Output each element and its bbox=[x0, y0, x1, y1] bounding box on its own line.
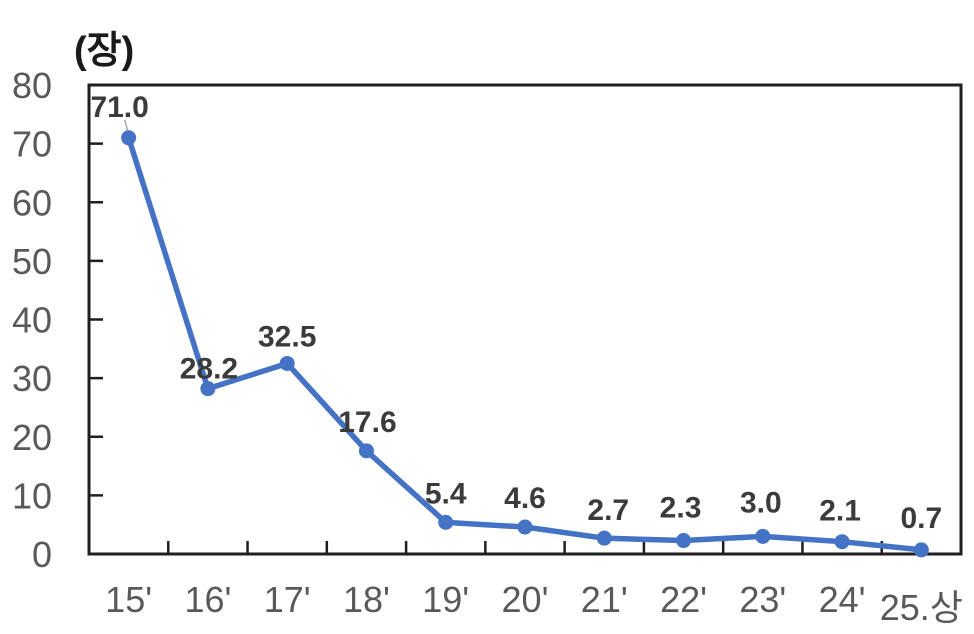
data-point-label: 2.1 bbox=[819, 495, 861, 528]
axes: 0 10 20 30 40 50 60 70 80 15' 16' 17' 18' 19' 20' 21' 22… bbox=[12, 65, 963, 628]
data-point-label: 0.7 bbox=[901, 502, 943, 535]
data-point-label: 32.5 bbox=[258, 320, 316, 353]
data-point-marker bbox=[438, 514, 454, 530]
x-axis-tick-label: 17' bbox=[264, 579, 311, 620]
data-point-label: 28.2 bbox=[180, 353, 238, 386]
data-point-marker bbox=[755, 528, 771, 544]
y-axis-tick-label: 20 bbox=[12, 417, 52, 458]
y-axis-tick-label: 60 bbox=[12, 182, 52, 223]
data-labels: 71.0 28.2 32.5 17.6 5.4 4.6 2.7 2.3 3.0 2.1 0.7 bbox=[90, 91, 942, 535]
x-axis-tick-label: 19' bbox=[422, 579, 469, 620]
data-point-label: 5.4 bbox=[425, 477, 467, 510]
y-axis-tick-label: 50 bbox=[12, 241, 52, 282]
data-point-label: 4.6 bbox=[504, 482, 546, 515]
data-point-marker bbox=[517, 519, 533, 535]
x-axis-tick-label: 23' bbox=[739, 579, 786, 620]
x-axis-tick-label: 15' bbox=[105, 579, 152, 620]
y-axis-tick-label: 0 bbox=[32, 534, 52, 575]
y-axis-unit-label: (장) bbox=[74, 30, 134, 72]
data-point-label: 2.3 bbox=[660, 492, 702, 525]
data-series bbox=[121, 119, 929, 558]
data-point-marker bbox=[200, 381, 216, 397]
y-axis-tick-label: 70 bbox=[12, 124, 52, 165]
y-axis-tick-label: 80 bbox=[12, 65, 52, 106]
y-axis-tick-label: 30 bbox=[12, 358, 52, 399]
data-point-label: 3.0 bbox=[740, 486, 782, 519]
y-axis-tick-label: 10 bbox=[12, 475, 52, 516]
x-axis-tick-label: 21' bbox=[581, 579, 628, 620]
data-point-label: 17.6 bbox=[338, 406, 396, 439]
data-point-marker bbox=[358, 443, 374, 459]
data-point-marker bbox=[834, 534, 850, 550]
data-point-label: 71.0 bbox=[90, 91, 148, 124]
y-axis-tick-label: 40 bbox=[12, 300, 52, 341]
data-point-marker bbox=[279, 355, 295, 371]
x-axis-tick-label: 18' bbox=[343, 579, 390, 620]
data-label-leader-line bbox=[123, 119, 129, 131]
x-axis-tick-label: 16' bbox=[184, 579, 231, 620]
data-point-marker bbox=[596, 530, 612, 546]
x-axis-tick-label: 22' bbox=[660, 579, 707, 620]
data-point-marker bbox=[913, 542, 929, 558]
data-point-marker bbox=[121, 130, 137, 146]
x-axis-tick-label: 24' bbox=[819, 579, 866, 620]
x-axis-tick-label: 25.상 bbox=[880, 587, 963, 628]
x-axis-tick-label: 20' bbox=[502, 579, 549, 620]
data-point-marker bbox=[676, 533, 692, 549]
data-point-label: 2.7 bbox=[587, 494, 629, 527]
